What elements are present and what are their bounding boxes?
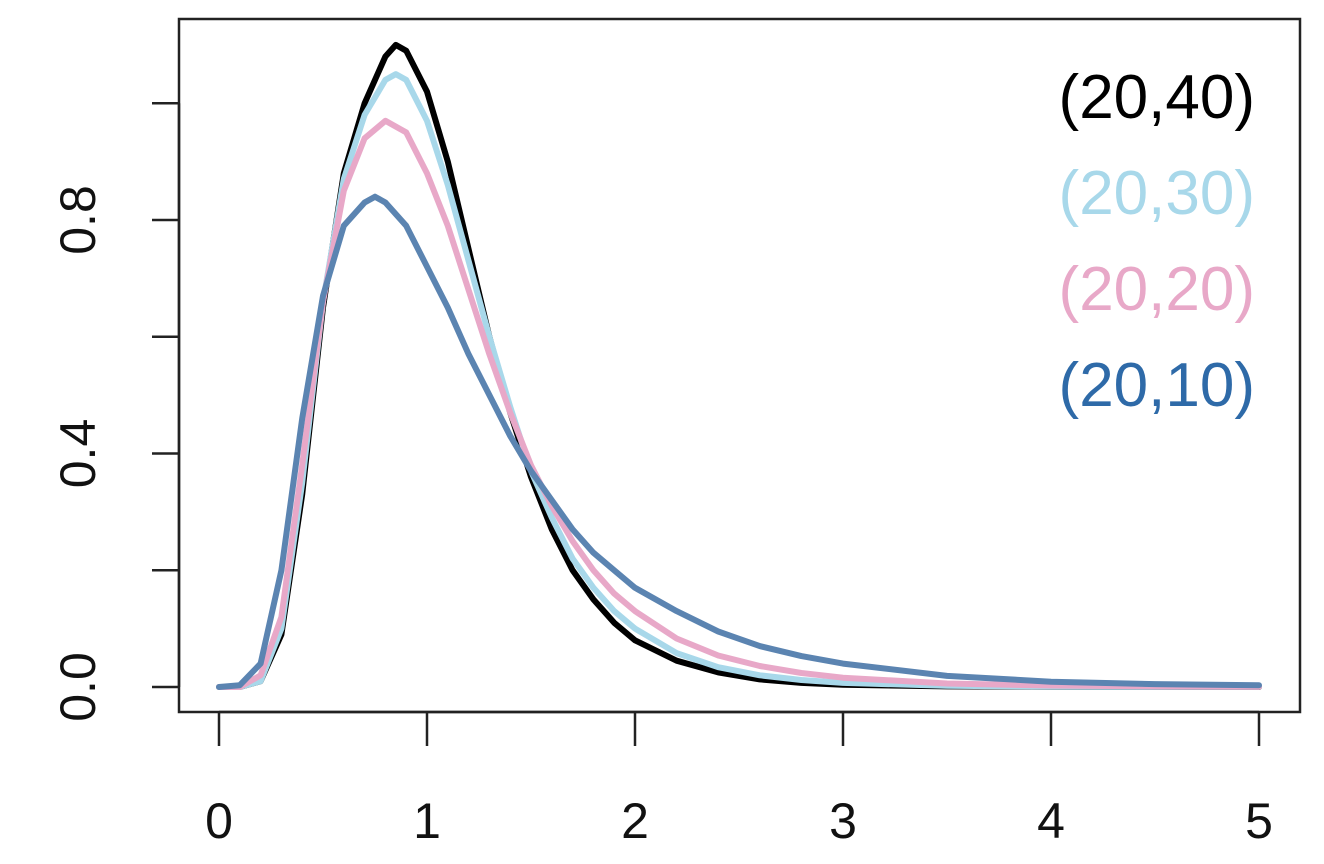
- y-tick-label: 0.0: [50, 652, 106, 722]
- legend-entry-2: (20,20): [1059, 255, 1255, 324]
- legend-entry-0: (20,40): [1059, 63, 1255, 132]
- x-tick-label: 5: [1245, 793, 1273, 849]
- legend: (20,40) (20,30) (20,20) (20,10): [1059, 63, 1255, 420]
- x-tick-label: 0: [205, 793, 233, 849]
- x-tick-label: 1: [413, 793, 441, 849]
- y-axis: 0.0 0.4 0.8: [50, 102, 181, 722]
- x-tick-label: 3: [829, 793, 857, 849]
- legend-entry-3: (20,10): [1059, 351, 1255, 420]
- series-line-3: [216, 193, 1262, 690]
- y-tick-label: 0.8: [50, 185, 106, 255]
- legend-entry-1: (20,30): [1059, 159, 1255, 228]
- series-layer: [216, 41, 1262, 690]
- x-axis: 0 1 2 3 4 5: [205, 710, 1273, 849]
- x-tick-label: 2: [621, 793, 649, 849]
- x-tick-label: 4: [1037, 793, 1065, 849]
- y-tick-label: 0.4: [50, 419, 106, 489]
